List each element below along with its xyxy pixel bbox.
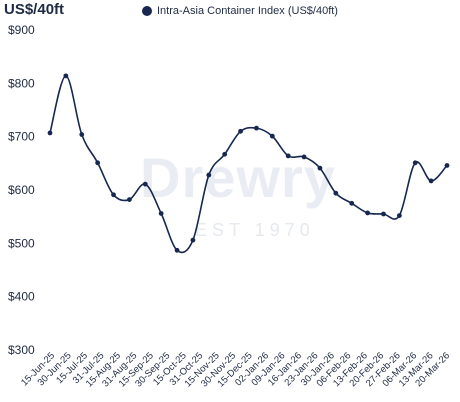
y-tick-label: $300 (8, 343, 35, 357)
data-point (254, 125, 259, 131)
data-point (190, 237, 196, 243)
data-point (222, 151, 228, 157)
legend-label: Intra-Asia Container Index (US$/40ft) (157, 5, 338, 17)
data-point (206, 172, 212, 178)
y-tick-label: $900 (8, 23, 35, 37)
data-point (365, 210, 370, 216)
data-point (158, 211, 164, 216)
data-point (333, 190, 339, 196)
data-point (396, 213, 402, 219)
data-point (63, 73, 69, 79)
data-point (126, 197, 132, 203)
data-point (111, 192, 116, 198)
data-point (79, 132, 85, 137)
y-tick-label: $800 (8, 76, 35, 90)
y-tick-label: $500 (8, 236, 35, 250)
series-line (49, 75, 448, 254)
data-point (349, 200, 355, 206)
data-point (428, 178, 434, 184)
legend-marker-icon (142, 6, 152, 16)
y-axis-unit-label: US$/40ft (4, 1, 65, 18)
data-point (269, 133, 275, 139)
y-tick-label: $600 (8, 183, 35, 197)
data-point (238, 128, 243, 134)
data-point (174, 247, 180, 253)
y-tick-label: $700 (8, 130, 35, 144)
data-point (285, 153, 291, 159)
data-point (381, 211, 386, 217)
data-point (95, 160, 101, 166)
data-point (301, 154, 307, 160)
chart-legend: Intra-Asia Container Index (US$/40ft) (142, 5, 338, 17)
data-point (142, 181, 148, 187)
data-point (317, 165, 323, 171)
data-point (444, 163, 450, 168)
data-point (47, 130, 53, 136)
data-point (412, 160, 418, 166)
y-tick-label: $400 (8, 290, 35, 304)
